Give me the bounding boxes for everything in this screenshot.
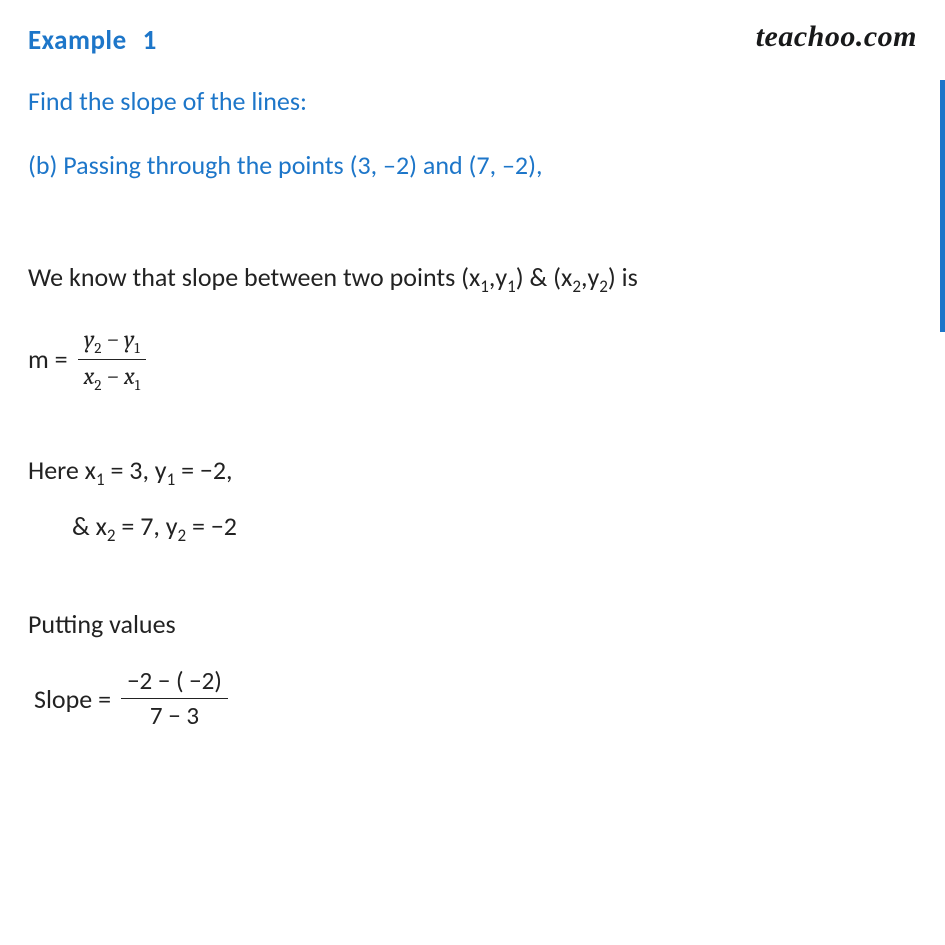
known-seg-3: ) & (x xyxy=(516,261,573,293)
fraction-bar xyxy=(78,359,147,360)
prompt-line: Find the slope of the lines: xyxy=(28,85,917,117)
sub-y2: 2 xyxy=(599,276,608,297)
slope-fraction: −2 − ( −2) 7 − 3 xyxy=(121,666,228,731)
here1-c: = −2, xyxy=(175,454,232,486)
here-line-1: Here x1 = 3, y1 = −2, xyxy=(28,454,917,490)
known-seg-5: ) is xyxy=(608,261,638,293)
slope-formula: m = y2 − y1 x2 − x1 xyxy=(28,325,917,394)
here1-x1-sub: 1 xyxy=(96,469,105,490)
sub-part-line: (b) Passing through the points (3, –2) a… xyxy=(28,149,917,181)
known-seg-1: We know that slope between two points (x xyxy=(28,261,480,293)
den-x2: x xyxy=(84,362,95,390)
formula-numerator: y2 − y1 xyxy=(78,325,146,357)
formula-fraction: y2 − y1 x2 − x1 xyxy=(78,325,147,394)
den-minus: − xyxy=(101,362,124,390)
den-x1: x xyxy=(124,362,135,390)
page-content: Example 1 Find the slope of the lines: (b… xyxy=(0,0,945,755)
num-y2: y xyxy=(84,325,94,353)
slope-lhs: Slope = xyxy=(34,683,111,715)
sub-x1: 1 xyxy=(480,276,489,297)
here-line-2: & x2 = 7, y2 = −2 xyxy=(72,510,917,546)
here2-c: = −2 xyxy=(186,510,237,542)
here2-b: = 7, y xyxy=(116,510,178,542)
slope-substituted: Slope = −2 − ( −2) 7 − 3 xyxy=(34,666,917,731)
right-accent-rule xyxy=(940,80,945,332)
putting-values: Putting values xyxy=(28,608,917,640)
sub-x2: 2 xyxy=(572,276,581,297)
known-formula-text: We know that slope between two points (x… xyxy=(28,261,917,297)
heading-prefix: Example xyxy=(28,24,127,57)
den-x1-sub: 1 xyxy=(135,376,140,394)
num-y1: y xyxy=(124,325,134,353)
here2-y2-sub: 2 xyxy=(178,525,187,546)
here1-b: = 3, y xyxy=(105,454,167,486)
here1-a: Here x xyxy=(28,454,96,486)
slope-denominator: 7 − 3 xyxy=(144,701,205,731)
heading-number: 1 xyxy=(143,24,157,57)
slope-fraction-bar xyxy=(121,698,228,699)
formula-denominator: x2 − x1 xyxy=(78,362,147,394)
here2-x2-sub: 2 xyxy=(107,525,116,546)
slope-numerator: −2 − ( −2) xyxy=(121,666,228,696)
watermark-text: teachoo.com xyxy=(756,20,917,54)
num-y1-sub: 1 xyxy=(134,339,139,357)
num-minus: − xyxy=(101,325,124,353)
known-seg-2: ,y xyxy=(489,261,507,293)
formula-lhs: m = xyxy=(28,343,68,375)
here2-a: & x xyxy=(72,510,107,542)
known-seg-4: ,y xyxy=(581,261,599,293)
here1-y1-sub: 1 xyxy=(167,469,176,490)
sub-y1: 1 xyxy=(507,276,516,297)
